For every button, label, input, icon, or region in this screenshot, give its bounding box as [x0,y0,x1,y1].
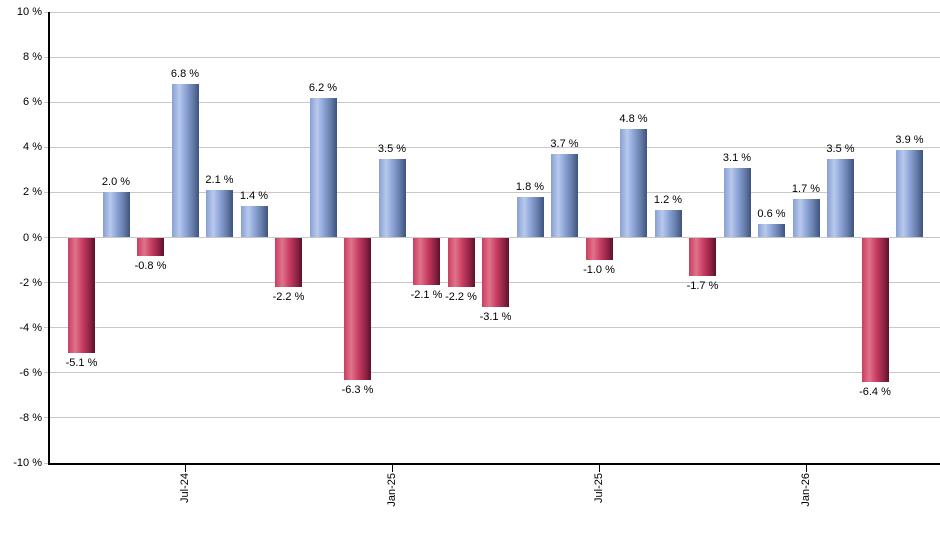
gridline [50,191,940,193]
bar-value-label: -0.8 % [134,259,167,272]
bar-positive [171,84,199,238]
bar-positive [758,223,785,238]
y-axis-label: -8 % [19,411,42,424]
bar-value-label: 3.5 % [377,142,407,155]
bar-negative [585,237,613,261]
bar-value-label: -5.1 % [65,356,98,369]
bar-positive [240,205,268,238]
y-axis-label: -2 % [19,276,42,289]
gridline [50,101,940,103]
y-axis-label: 0 % [23,231,42,244]
bar-value-label: -1.0 % [583,264,615,277]
bar-positive [827,158,854,238]
gridline [50,56,940,58]
y-axis-line [48,12,50,465]
x-axis-label: Jan-25 [386,473,398,507]
gridline [50,417,940,419]
bar-value-label: 3.5 % [826,142,855,155]
y-axis-tick [44,417,48,419]
bar-negative [68,237,95,353]
x-axis-tick [599,465,600,472]
bar-value-label: 4.8 % [619,113,648,126]
y-axis-tick [44,327,48,329]
y-axis-tick [44,11,48,13]
gridline [50,327,940,329]
bar-negative [861,237,889,382]
bar-value-label: 3.1 % [722,151,752,164]
bar-negative [413,237,440,285]
bar-value-label: 3.9 % [895,133,924,146]
bar-value-label: -2.2 % [445,291,477,304]
bar-positive [896,149,923,238]
bar-value-label: -6.3 % [341,383,374,396]
bar-positive [378,158,406,238]
y-axis-label: 8 % [23,51,42,64]
bar-positive [654,210,682,238]
gridline [50,372,940,374]
bar-positive [309,97,337,238]
bar-positive [206,190,233,238]
bar-value-label: 0.6 % [757,207,786,220]
bar-value-label: 2.0 % [101,176,131,189]
y-axis-label: -4 % [19,321,42,334]
bar-value-label: 2.1 % [205,174,234,187]
x-axis-tick [392,465,393,472]
x-axis-label: Jul-25 [593,473,605,503]
y-axis-label: -6 % [19,366,42,379]
y-axis-tick [44,282,48,284]
bar-value-label: 1.2 % [653,194,683,207]
bar-value-label: 6.8 % [170,68,200,81]
bar-negative [137,237,164,256]
x-axis-line [48,463,940,465]
y-axis-tick [44,146,48,148]
bar-positive [620,129,647,238]
bar-positive [102,192,130,238]
y-axis-tick [44,462,48,464]
bar-value-label: 1.7 % [791,183,821,196]
y-axis-tick [44,237,48,238]
y-axis-label: 2 % [23,186,42,199]
bar-positive [516,196,544,238]
gridline [50,146,940,148]
bar-value-label: 1.4 % [239,189,269,202]
bar-negative [689,237,716,276]
x-axis-label: Jul-24 [179,473,191,503]
bar-negative [447,237,475,288]
y-axis-label: -10 % [13,457,42,469]
bar-positive [551,154,578,238]
bar-value-label: -1.7 % [686,279,719,292]
bar-value-label: -6.4 % [859,385,891,398]
y-axis-tick [44,101,48,103]
y-axis-tick [44,56,48,58]
bar-negative [482,237,509,308]
gridline [50,11,940,13]
bar-value-label: 3.7 % [550,138,579,151]
x-axis-tick [806,465,807,472]
bar-negative [344,237,371,380]
bar-value-label: 6.2 % [308,81,338,94]
bar-value-label: 1.8 % [515,180,545,193]
bar-value-label: -2.1 % [410,288,443,301]
bar-value-label: -3.1 % [479,311,512,324]
x-axis-tick [185,465,186,472]
bar-value-label: -2.2 % [272,291,305,304]
y-axis-label: 6 % [23,96,42,109]
y-axis-label: 10 % [16,6,42,18]
bar-negative [275,237,302,288]
y-axis-tick [44,191,48,193]
bar-positive [723,167,751,238]
y-axis-tick [44,372,48,374]
x-axis-label: Jan-26 [800,473,812,507]
bar-positive [792,199,820,238]
y-axis-label: 4 % [23,141,42,154]
